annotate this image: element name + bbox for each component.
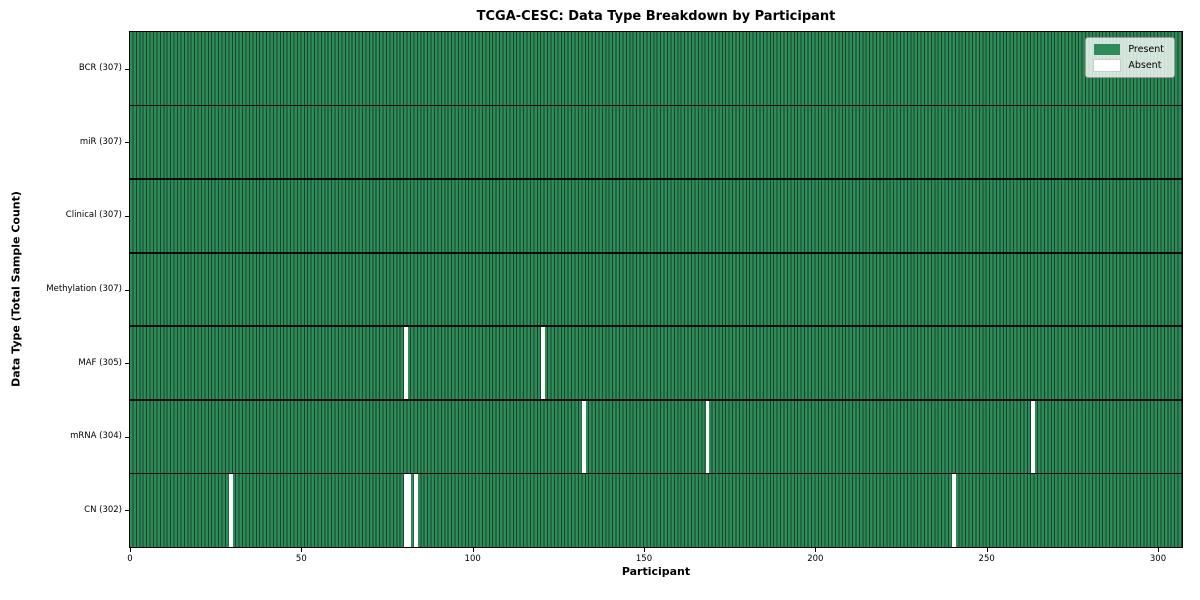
y-tick-mark: [125, 289, 129, 291]
y-tick-mark: [125, 142, 129, 144]
absent-cell-cn-29: [229, 473, 233, 547]
row-divider: [130, 472, 1182, 475]
heatmap-row-maf: [130, 326, 1182, 400]
row-divider: [130, 325, 1182, 328]
heatmap-row-bcr: [130, 32, 1182, 106]
x-tick-mark: [301, 548, 303, 552]
y-tick-mark: [125, 436, 129, 438]
x-tick-label: 100: [464, 554, 481, 564]
heatmap-row-methylation: [130, 252, 1182, 327]
legend: Present Absent: [1085, 37, 1175, 78]
absent-cell-maf-80: [404, 326, 408, 400]
x-tick-mark: [644, 548, 645, 552]
x-tick-label: 250: [978, 554, 995, 564]
absent-cell-cn-240: [952, 473, 956, 547]
absent-cell-cn-83: [414, 473, 418, 547]
row-divider: [130, 398, 1182, 401]
x-tick-label: 150: [635, 554, 653, 564]
absent-cell-maf-120: [541, 326, 545, 400]
row-divider: [130, 251, 1182, 254]
y-tick-label-maf: MAF (305): [78, 357, 122, 368]
heatmap-row-mir: [130, 105, 1182, 180]
x-tick-mark: [1158, 548, 1159, 552]
y-tick-mark: [125, 363, 129, 365]
y-tick-label-cn: CN (302): [84, 504, 122, 515]
x-tick-label: 300: [1149, 554, 1167, 564]
x-tick-mark: [472, 548, 474, 552]
y-axis-label: Data Type (Total Sample Count): [9, 191, 23, 387]
row-divider: [130, 104, 1182, 107]
x-axis-label: Participant: [621, 565, 691, 578]
legend-label-absent: Absent: [1128, 60, 1162, 71]
heatmap-row-mrna: [130, 399, 1182, 474]
heatmap-row-cn: [130, 473, 1182, 547]
y-tick-label-mir: miR (307): [79, 136, 122, 147]
legend-label-present: Present: [1128, 44, 1164, 55]
legend-item-present: Present: [1094, 44, 1164, 55]
legend-item-absent: Absent: [1093, 59, 1164, 72]
x-tick-mark: [130, 548, 131, 552]
y-tick-label-clinical: Clinical (307): [65, 210, 122, 221]
y-tick-label-bcr: BCR (307): [78, 63, 122, 74]
x-tick-label: 0: [127, 554, 133, 564]
absent-cell-mrna-263: [1031, 399, 1035, 474]
y-tick-mark: [125, 68, 129, 70]
absent-cell-cn-81: [407, 473, 411, 547]
absent-cell-mrna-132: [582, 399, 586, 474]
present-swatch: [1094, 44, 1121, 55]
x-tick-label: 200: [807, 554, 824, 564]
row-divider: [130, 178, 1182, 181]
y-tick-mark: [125, 510, 129, 512]
absent-cell-mrna-168: [705, 399, 710, 474]
x-tick-mark: [986, 548, 988, 552]
y-tick-label-methylation: Methylation (307): [46, 284, 122, 294]
y-tick-mark: [125, 215, 129, 217]
heatmap-row-clinical: [130, 179, 1182, 253]
absent-swatch: [1093, 59, 1122, 72]
x-tick-label: 50: [295, 554, 307, 564]
chart-title: TCGA-CESC: Data Type Breakdown by Partic…: [476, 9, 836, 24]
absent-cell-cn-80: [404, 473, 408, 547]
x-tick-mark: [815, 548, 817, 552]
y-tick-label-mrna: mRNA (304): [70, 431, 122, 442]
plot-area: Present Absent: [129, 31, 1183, 548]
